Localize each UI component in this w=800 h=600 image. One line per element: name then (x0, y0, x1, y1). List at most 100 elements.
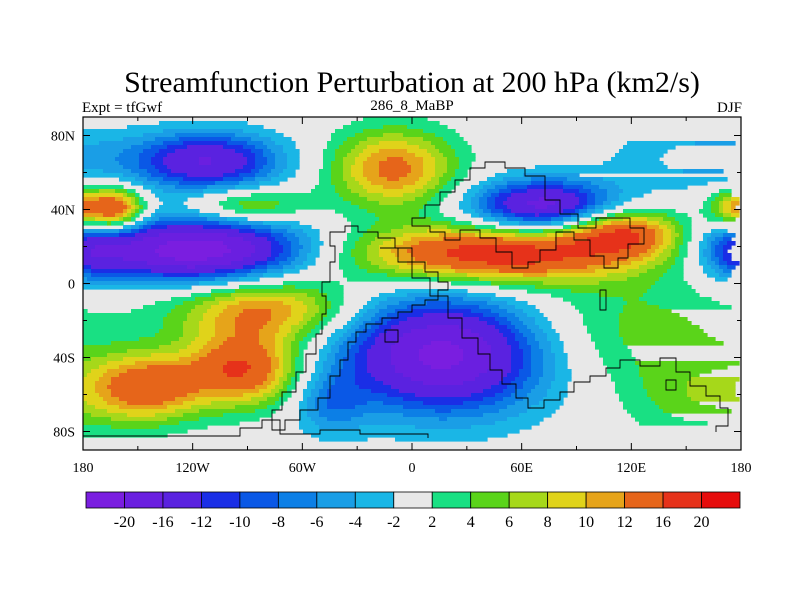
field-cell (663, 249, 672, 254)
field-cell (327, 337, 340, 342)
field-cell (127, 413, 156, 418)
field-cell (367, 245, 380, 250)
field-cell (543, 329, 556, 334)
field-cell (511, 349, 524, 354)
experiment-label: Expt = tfGwf (82, 100, 162, 116)
field-cell (395, 253, 412, 258)
colorbar-label: -6 (310, 514, 323, 531)
field-cell (663, 261, 676, 266)
field-cell (167, 417, 200, 422)
field-cell (123, 165, 140, 170)
field-cell (159, 181, 180, 186)
field-cell (423, 193, 436, 198)
field-cell (571, 289, 648, 294)
field-cell (411, 253, 448, 258)
field-cell (443, 237, 504, 242)
field-cell (347, 137, 368, 142)
field-cell (555, 369, 572, 374)
field-cell (479, 197, 488, 202)
field-cell (607, 365, 640, 370)
field-cell (323, 381, 336, 386)
field-cell (223, 173, 240, 178)
field-cell (347, 153, 360, 158)
field-cell (119, 397, 176, 402)
field-cell (227, 305, 292, 310)
field-cell (531, 345, 540, 350)
field-cell (487, 177, 504, 182)
field-cell (511, 365, 524, 370)
field-cell (163, 177, 184, 182)
field-cell (163, 189, 204, 194)
field-cell (251, 253, 272, 258)
field-cell (399, 177, 420, 182)
field-cell (299, 345, 308, 350)
field-cell (159, 197, 188, 202)
field-cell (507, 417, 544, 422)
field-cell (159, 233, 228, 238)
field-cell (551, 221, 564, 226)
field-cell (303, 301, 316, 306)
field-cell (683, 233, 692, 238)
field-cell (463, 349, 492, 354)
field-cell (367, 269, 396, 274)
field-cell (615, 385, 644, 390)
field-cell (523, 357, 532, 362)
field-cell (639, 297, 712, 302)
field-cell (363, 329, 376, 334)
field-cell (135, 197, 140, 202)
field-cell (663, 233, 672, 238)
field-cell (315, 381, 324, 386)
field-cell (307, 397, 316, 402)
field-cell (615, 389, 648, 394)
field-cell (703, 213, 716, 218)
field-cell (423, 157, 436, 162)
colorbar-label: -2 (387, 514, 400, 531)
field-cell (235, 269, 252, 274)
field-cell (291, 365, 296, 370)
field-cell (599, 233, 640, 238)
field-cell (639, 233, 656, 238)
field-cell (255, 233, 272, 238)
field-cell (655, 229, 664, 234)
field-cell (715, 249, 724, 254)
field-cell (283, 233, 296, 238)
field-cell (83, 377, 100, 382)
field-cell (295, 337, 304, 342)
field-cell (435, 157, 448, 162)
field-cell (363, 165, 380, 170)
field-cell (111, 221, 124, 226)
field-cell (83, 413, 92, 418)
field-cell (215, 277, 240, 282)
field-cell (519, 341, 528, 346)
field-cell (595, 341, 624, 346)
field-cell (107, 409, 176, 414)
field-cell (199, 281, 228, 286)
field-cell (295, 357, 304, 362)
field-cell (703, 233, 712, 238)
field-cell (379, 293, 408, 298)
field-cell (395, 341, 432, 346)
field-cell (587, 265, 620, 270)
field-cell (291, 245, 304, 250)
season-label: DJF (717, 100, 742, 116)
field-cell (243, 373, 268, 378)
field-cell (323, 153, 336, 158)
field-cell (123, 225, 132, 230)
field-cell (363, 313, 376, 318)
field-cell (495, 201, 504, 206)
field-cell (275, 349, 284, 354)
field-cell (251, 241, 272, 246)
field-cell (287, 157, 300, 162)
field-cell (383, 401, 424, 406)
field-cell (631, 245, 652, 250)
field-cell (563, 225, 572, 230)
field-cell (343, 173, 352, 178)
field-cell (463, 357, 492, 362)
field-cell (619, 329, 704, 334)
field-cell (587, 325, 620, 330)
field-cell (83, 333, 156, 338)
field-cell (323, 317, 332, 322)
field-cell (227, 141, 248, 146)
field-cell (627, 409, 664, 414)
